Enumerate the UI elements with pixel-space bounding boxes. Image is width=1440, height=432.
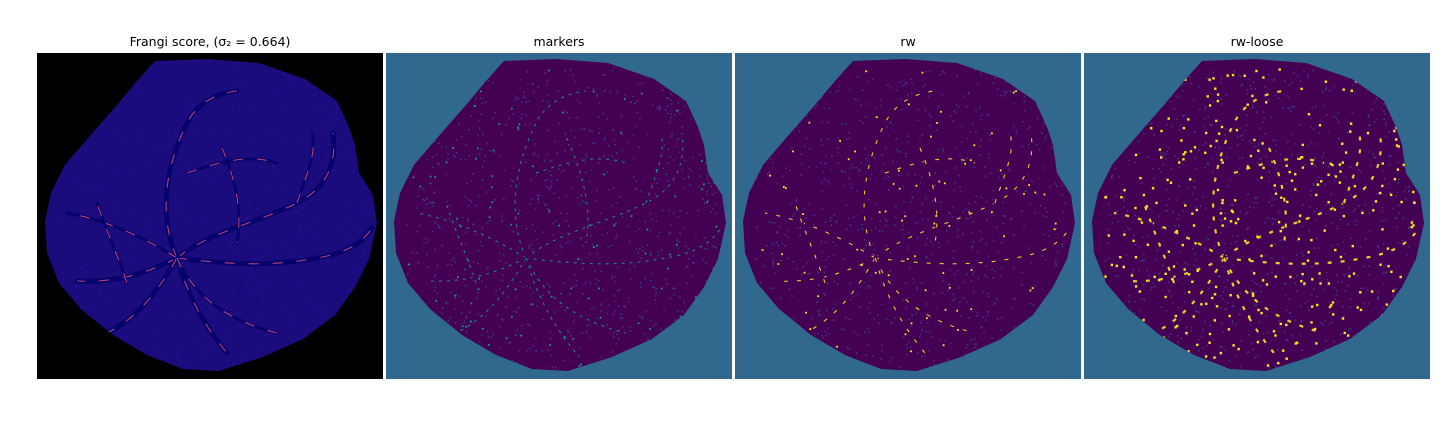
vessel-edge xyxy=(1123,257,1225,283)
vessel-edge xyxy=(570,147,589,244)
vessel-edge xyxy=(994,132,1012,204)
vessel-edge xyxy=(1222,257,1325,335)
vessel xyxy=(523,255,579,356)
retina-region xyxy=(743,59,1075,371)
rw-loose-image xyxy=(1084,53,1430,379)
vessel xyxy=(1267,146,1288,245)
vessel-edge xyxy=(764,212,876,259)
vessel-edge xyxy=(525,132,684,259)
vessel-edge xyxy=(874,257,976,334)
frangi-svg xyxy=(37,53,383,379)
vessel-edge xyxy=(176,257,228,354)
vessel xyxy=(918,146,939,245)
vessel-edge xyxy=(1222,257,1275,354)
markers-image xyxy=(386,53,732,379)
vessel-edge xyxy=(535,158,627,174)
vessel-edge xyxy=(874,257,926,354)
vessel-edge xyxy=(1342,132,1362,204)
vessel-edge xyxy=(165,90,238,259)
retina-region xyxy=(45,59,377,371)
rw-image xyxy=(735,53,1081,379)
vessel xyxy=(883,157,977,175)
vessel-edge xyxy=(645,132,663,204)
vessel-edge xyxy=(96,202,128,284)
vessel xyxy=(1221,225,1422,267)
markers-svg xyxy=(386,53,732,379)
rw-svg xyxy=(735,53,1081,379)
vessel-network xyxy=(414,88,724,356)
vessel-edge xyxy=(106,257,178,334)
vessel xyxy=(453,255,529,336)
panel-title-rw: rw xyxy=(900,34,916,49)
vessel-edge xyxy=(525,257,627,334)
vessel-edge xyxy=(774,257,876,282)
vessel-edge xyxy=(804,257,876,334)
frangi-score-image xyxy=(37,53,383,379)
vessel-edge xyxy=(1153,257,1225,334)
vessel xyxy=(175,256,279,335)
vessel xyxy=(872,225,1073,267)
retina-region xyxy=(1092,59,1424,371)
vessel-edge xyxy=(1113,211,1225,259)
panel-title-frangi: Frangi score, (σ₂ = 0.664) xyxy=(129,34,291,49)
vessel-network xyxy=(65,88,375,356)
vessel-network xyxy=(763,88,1073,356)
vessel-edge xyxy=(425,257,527,282)
vessel xyxy=(65,211,179,260)
vessel xyxy=(1210,88,1287,261)
vessel-edge xyxy=(186,158,278,174)
vessel xyxy=(861,88,938,261)
vessel-edge xyxy=(221,147,240,244)
vessel-edge xyxy=(525,227,722,265)
vessel xyxy=(1232,157,1326,175)
panel-title-rw-loose: rw-loose xyxy=(1230,34,1284,49)
vessel-edge xyxy=(1142,202,1176,284)
vessel-edge xyxy=(415,212,527,259)
vessel-edge xyxy=(445,202,477,284)
vessel-edge xyxy=(76,257,178,282)
vessel-edge xyxy=(794,202,826,284)
vessel-edge xyxy=(296,132,314,204)
rw-loose-svg xyxy=(1084,53,1430,379)
vessel-edge xyxy=(176,227,373,265)
panel-title-markers: markers xyxy=(533,34,585,49)
vessel-edge xyxy=(514,90,587,259)
vessel-network xyxy=(1112,88,1422,356)
